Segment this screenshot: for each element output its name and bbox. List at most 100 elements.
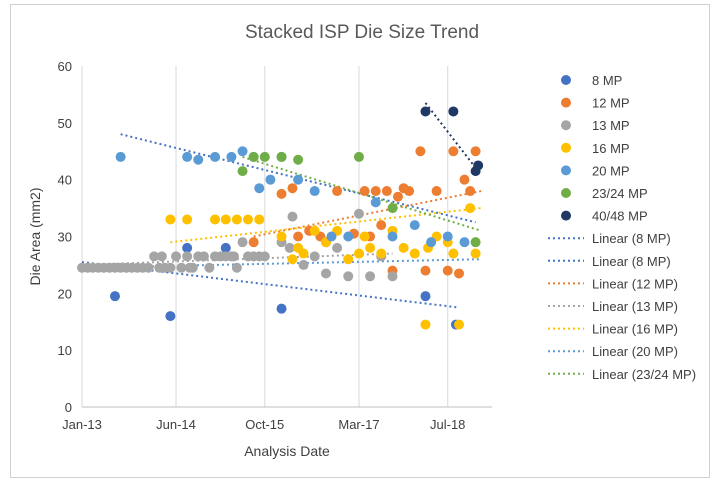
legend-label: Linear (8 MP) [592,231,671,246]
chart-title: Stacked ISP Die Size Trend [245,22,479,43]
data-point [237,166,248,177]
y-tick-label: 40 [58,173,72,188]
data-point [248,237,259,248]
data-point [448,106,459,117]
y-axis-title: Die Area (mm2) [27,187,43,285]
data-point [370,186,381,197]
data-point [109,291,120,302]
legend-label: Linear (23/24 MP) [592,367,696,382]
data-point [182,251,193,262]
data-point [276,188,287,199]
data-point [392,191,403,202]
legend-label: 16 MP [592,141,630,156]
data-point [320,268,331,279]
data-point [231,214,242,225]
data-point [165,311,176,322]
data-point [442,231,453,242]
legend-marker [561,188,571,198]
data-point [156,251,167,262]
data-point [465,186,476,197]
data-point [204,262,215,273]
data-point [387,203,398,214]
trendline [242,155,482,232]
data-point [293,231,304,242]
data-point [293,242,304,253]
data-point [365,242,376,253]
data-point [287,183,298,194]
data-point [220,242,231,253]
x-tick-label: Jan-13 [62,417,102,432]
data-point [359,186,370,197]
data-point [210,151,221,162]
data-point [287,211,298,222]
data-point [259,151,270,162]
data-point [465,203,476,214]
legend-marker [561,142,571,153]
data-point [370,197,381,208]
data-point [448,146,459,157]
data-point [149,251,160,262]
x-tick-label: Mar-17 [338,417,379,432]
x-axis-title: Analysis Date [244,443,330,459]
data-point [220,214,231,225]
data-point [459,174,470,185]
data-point [276,303,287,314]
data-point [359,231,370,242]
trendline [120,133,476,224]
data-point [409,248,420,259]
trendline [253,190,482,238]
data-point [459,237,470,248]
data-point [454,319,465,330]
data-point [228,251,239,262]
data-point [353,208,364,219]
data-point [198,251,209,262]
data-point [231,262,242,273]
data-point [184,262,195,273]
data-point [387,231,398,242]
data-point [243,214,254,225]
data-point [454,268,465,279]
data-point [420,265,431,276]
data-point [193,154,204,165]
chart-frame [10,4,710,478]
data-point [387,271,398,282]
data-point [143,262,154,273]
x-tick-label: Oct-15 [245,417,284,432]
legend-marker [561,210,571,221]
data-point [276,151,287,162]
data-point [165,262,176,273]
data-point [265,174,276,185]
legend-label: 23/24 MP [592,186,648,201]
data-point [298,259,309,270]
data-point [176,262,187,273]
data-point [442,265,453,276]
data-point [470,146,481,157]
data-point [381,186,392,197]
legend-label: Linear (16 MP) [592,322,678,337]
data-point [210,214,221,225]
data-point [473,160,484,171]
data-point [293,154,304,165]
legend-label: Linear (12 MP) [592,276,678,291]
legend-marker [561,120,571,131]
legend-label: Linear (13 MP) [592,299,678,314]
data-point [115,151,126,162]
data-point [415,146,426,157]
data-point [431,186,442,197]
data-point [420,319,431,330]
data-point [343,231,354,242]
data-point [287,254,298,265]
trendline [81,261,460,309]
legend-marker [561,165,571,176]
data-point [248,151,259,162]
legend-label: 12 MP [592,96,630,111]
data-point [376,248,387,259]
data-point [171,251,182,262]
data-point [237,237,248,248]
y-tick-label: 10 [58,343,72,358]
y-tick-label: 50 [58,116,72,131]
data-point [326,231,337,242]
legend-label: 20 MP [592,163,630,178]
legend-marker [561,75,571,85]
